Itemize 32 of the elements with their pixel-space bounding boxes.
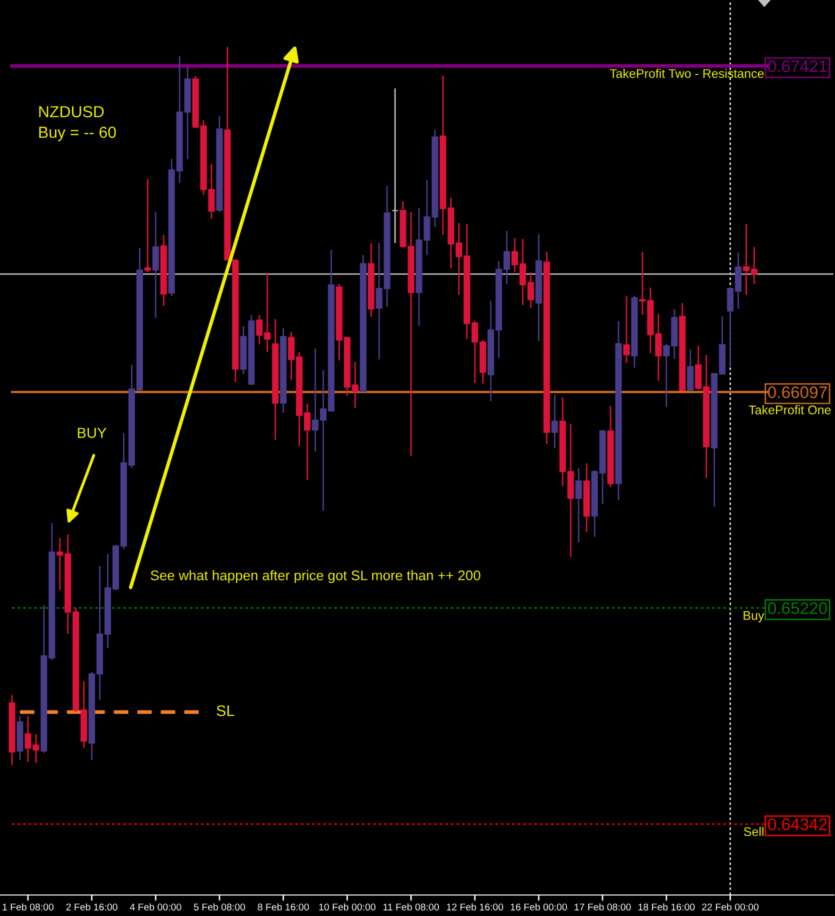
annotation: BUY xyxy=(78,428,106,438)
y-tick-label: 0.65220 xyxy=(768,602,827,614)
candlestick xyxy=(152,211,159,319)
y-tick-label: 0.67421 xyxy=(768,60,827,72)
x-tick-label: 4 Feb 00:00 xyxy=(130,903,182,910)
x-tick-label: 5 Feb 08:00 xyxy=(194,903,246,910)
candlestick xyxy=(392,88,398,244)
annotation: See what happen after price got SL more than ++ 200 xyxy=(150,570,480,584)
series-label: SL xyxy=(216,705,234,716)
y-tick-label: 0.64342 xyxy=(768,818,827,830)
candlestick xyxy=(687,348,694,391)
x-tick-label: 8 Feb 16:00 xyxy=(258,903,309,910)
candlestick xyxy=(144,178,151,273)
ref-line-label: TakeProfit Two - Resistance xyxy=(610,68,764,78)
x-tick-label: 17 Feb 08:00 xyxy=(574,903,631,910)
ref-line-label: Sell xyxy=(744,826,764,836)
annotation: Buy = -- 60 xyxy=(39,126,116,142)
candlestick xyxy=(551,394,558,449)
ref-line-label: Buy xyxy=(744,611,764,622)
annotation: NZDUSD xyxy=(39,106,104,118)
x-tick-label: 18 Feb 16:00 xyxy=(638,903,695,910)
x-tick-label: 10 Feb 00:00 xyxy=(319,903,376,910)
y-tick-label: 0.66097 xyxy=(768,386,827,398)
x-tick-label: 16 Feb 00:00 xyxy=(510,903,567,910)
x-tick-label: 22 Feb 00:00 xyxy=(702,903,759,910)
x-tick-label: 11 Feb 08:00 xyxy=(383,903,439,910)
x-tick-label: 2 Feb 16:00 xyxy=(66,903,118,910)
candlestick xyxy=(575,467,582,544)
x-tick-label: 1 Feb 08:00 xyxy=(2,903,54,910)
candlestick xyxy=(623,295,630,364)
x-tick-label: 12 Feb 16:00 xyxy=(446,903,504,910)
ref-line-label: TakeProfit One xyxy=(748,405,831,414)
